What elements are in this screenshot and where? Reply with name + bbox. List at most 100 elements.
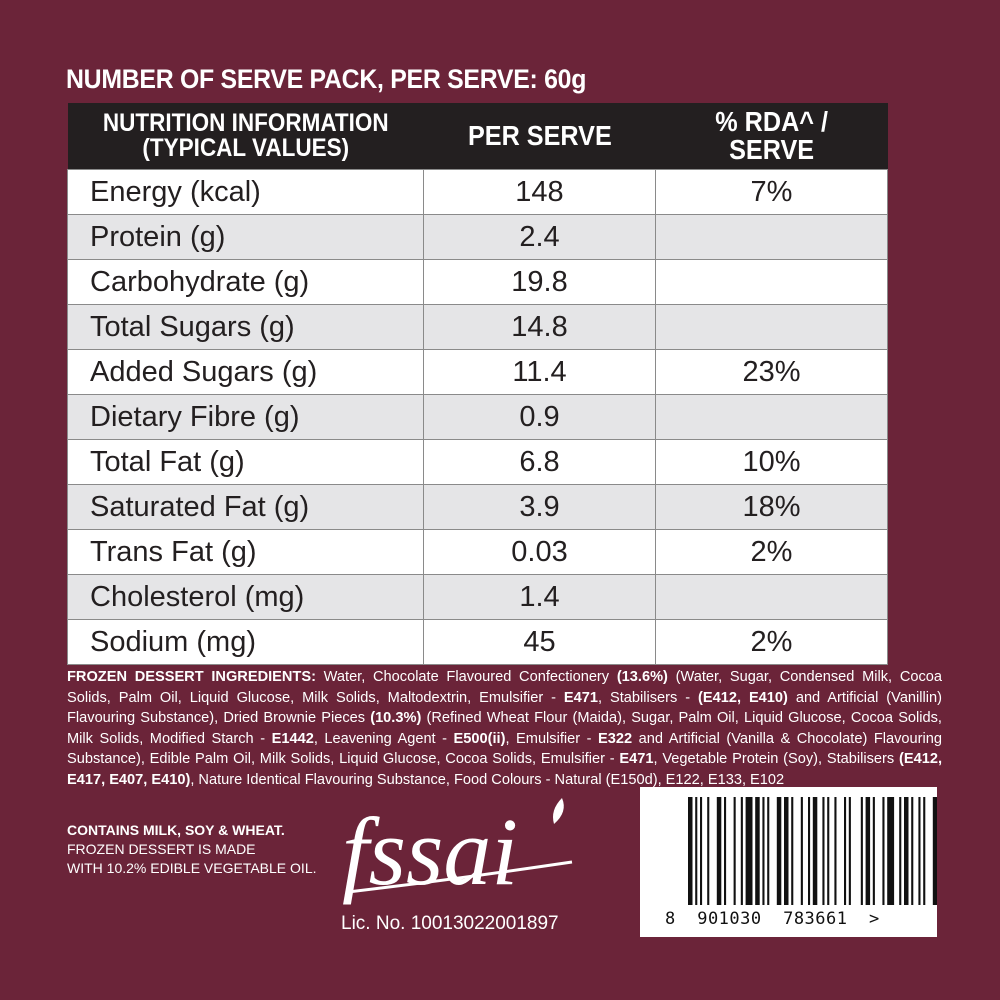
barcode-bar: [724, 797, 727, 905]
barcode-bar: [791, 797, 794, 905]
per-serve-value: 2.4: [423, 214, 656, 260]
per-serve-value: 1.4: [423, 574, 656, 620]
barcode-bar: [822, 797, 825, 905]
barcode-bar: [848, 797, 851, 905]
header-rda-line-2: SERVE: [729, 134, 814, 165]
nutrient-name: Carbohydrate (g): [67, 259, 424, 305]
table-row: Added Sugars (g) 11.4 23%: [67, 349, 888, 395]
header-line-1: NUTRITION INFORMATION: [102, 109, 389, 137]
nutrient-name: Dietary Fibre (g): [67, 394, 424, 440]
rda-value: [655, 259, 888, 305]
table-row: Sodium (mg) 45 2%: [67, 619, 888, 665]
barcode-bar: [695, 797, 698, 905]
per-serve-value: 45: [423, 619, 656, 665]
per-serve-value: 14.8: [423, 304, 656, 350]
barcode-bars: [688, 797, 937, 905]
ingredient-segment: , Vegetable Protein (Soy), Stabilisers: [653, 751, 899, 768]
ingredient-bold-segment: (10.3%): [370, 710, 422, 727]
serve-pack-heading: NUMBER OF SERVE PACK, PER SERVE: 60g: [66, 64, 587, 94]
ingredient-bold-segment: E322: [598, 730, 633, 747]
per-serve-value: 0.03: [423, 529, 656, 575]
nutrient-name: Energy (kcal): [67, 169, 424, 215]
barcode-bar: [812, 797, 818, 905]
header-rda: % RDA^ / SERVE: [655, 103, 888, 170]
rda-value: [655, 304, 888, 350]
allergen-note-1: FROZEN DESSERT IS MADE: [67, 841, 256, 857]
barcode-bar: [688, 797, 693, 905]
nutrient-name: Added Sugars (g): [67, 349, 424, 395]
rda-value: [655, 214, 888, 260]
ingredient-bold-segment: E471: [619, 751, 654, 768]
ingredient-segment: Water, Chocolate Flavoured Confectionery: [315, 669, 617, 685]
ingredient-segment: , Leavening Agent -: [313, 730, 454, 747]
fssai-leaf-icon: [553, 798, 564, 824]
barcode-bar: [904, 797, 909, 905]
rda-value: 2%: [655, 619, 888, 665]
nutrient-name: Saturated Fat (g): [67, 484, 424, 530]
ingredients-text: FROZEN DESSERT INGREDIENTS: Water, Choco…: [67, 667, 942, 791]
table-row: Cholesterol (mg) 1.4: [67, 574, 888, 620]
rda-value: 2%: [655, 529, 888, 575]
header-rda-line-1: % RDA^ /: [715, 106, 828, 137]
nutrient-name: Sodium (mg): [67, 619, 424, 665]
ingredient-bold-segment: FROZEN DESSERT INGREDIENTS:: [67, 669, 316, 685]
barcode-bar: [740, 797, 743, 905]
nutrient-name: Trans Fat (g): [67, 529, 424, 575]
barcode-bar: [745, 797, 753, 905]
barcode-bar: [834, 797, 837, 905]
barcode-bar: [860, 797, 863, 905]
barcode-bar: [755, 797, 760, 905]
table-header-row: NUTRITION INFORMATION (TYPICAL VALUES) PE…: [67, 103, 888, 170]
ingredient-segment: (Water, Sugar, Condensed Milk, Cocoa Sol…: [67, 669, 942, 706]
barcode-bar: [899, 797, 902, 905]
allergen-contains: CONTAINS MILK, SOY & WHEAT.: [67, 822, 285, 838]
ingredient-segment: and Artificial (Vanillin) Flavouring Sub…: [67, 689, 942, 727]
barcode-bar: [762, 797, 765, 905]
barcode-bar: [776, 797, 782, 905]
barcode-bar: [918, 797, 921, 905]
nutrient-name: Total Sugars (g): [67, 304, 424, 350]
table-row: Trans Fat (g) 0.03 2%: [67, 529, 888, 575]
table-row: Protein (g) 2.4: [67, 214, 888, 260]
barcode-bar: [865, 797, 871, 905]
barcode-bar: [800, 797, 803, 905]
ingredient-segment: , Emulsifier -: [505, 730, 599, 747]
per-serve-value: 11.4: [423, 349, 656, 395]
per-serve-value: 3.9: [423, 484, 656, 530]
table-row: Total Fat (g) 6.8 10%: [67, 439, 888, 485]
fssai-license-number: Lic. No. 10013022001897: [341, 913, 559, 934]
header-per-serve: PER SERVE: [423, 103, 656, 170]
ingredient-bold-segment: (E412, E410): [698, 689, 788, 706]
fssai-logo-text: fssai: [342, 798, 518, 905]
table-row: Carbohydrate (g) 19.8: [67, 259, 888, 305]
barcode: 8 901030 783661 >: [640, 787, 937, 937]
barcode-bar: [767, 797, 770, 905]
per-serve-value: 0.9: [423, 394, 656, 440]
rda-value: [655, 574, 888, 620]
ingredient-segment: , Nature Identical Flavouring Substance,…: [190, 771, 785, 788]
nutrient-name: Total Fat (g): [67, 439, 424, 485]
barcode-bar: [872, 797, 875, 905]
ingredient-bold-segment: E471: [563, 689, 599, 706]
rda-value: [655, 394, 888, 440]
rda-value: 18%: [655, 484, 888, 530]
barcode-bar: [716, 797, 722, 905]
barcode-bar: [784, 797, 789, 905]
table-row: Saturated Fat (g) 3.9 18%: [67, 484, 888, 530]
ingredient-bold-segment: E1442: [271, 730, 314, 747]
barcode-digits: 8 901030 783661 >: [665, 909, 880, 929]
nutrient-name: Cholesterol (mg): [67, 574, 424, 620]
barcode-bar: [923, 797, 926, 905]
nutrient-name: Protein (g): [67, 214, 424, 260]
fssai-logo: fssai: [340, 796, 580, 906]
rda-value: 10%: [655, 439, 888, 485]
ingredient-bold-segment: (E412, E417, E407, E410): [67, 751, 942, 788]
per-serve-value: 6.8: [423, 439, 656, 485]
barcode-bar: [887, 797, 895, 905]
fssai-swoosh-icon: [347, 860, 573, 894]
allergen-info: CONTAINS MILK, SOY & WHEAT. FROZEN DESSE…: [67, 821, 317, 878]
rda-value: 7%: [655, 169, 888, 215]
barcode-bar: [808, 797, 811, 905]
table-row: Dietary Fibre (g) 0.9: [67, 394, 888, 440]
ingredient-bold-segment: E500(ii): [453, 730, 506, 747]
